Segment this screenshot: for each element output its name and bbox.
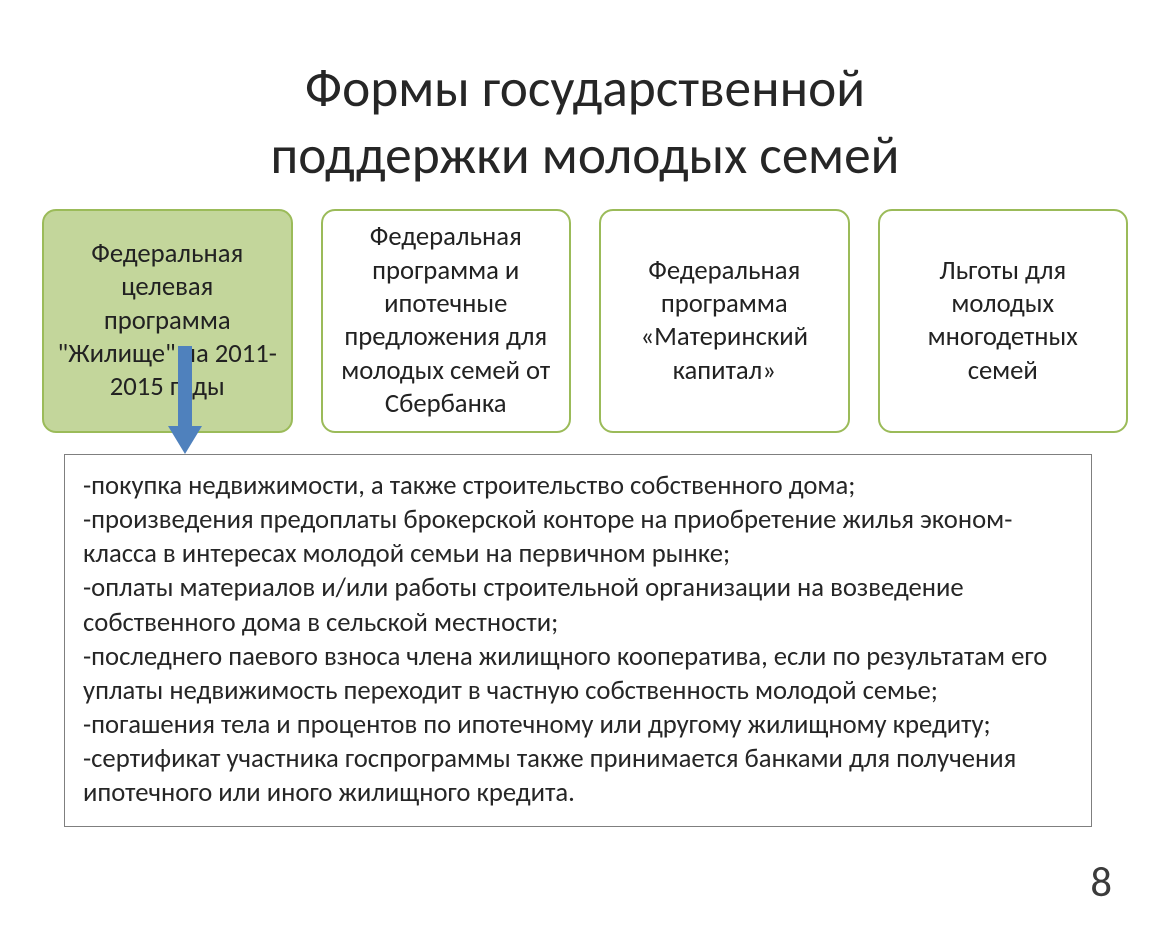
title-line-2: поддержки молодых семей — [0, 123, 1170, 190]
card-program-matkapital[interactable]: Федеральная программа «Материнский капит… — [599, 209, 850, 433]
card-program-lgoty[interactable]: Льготы для молодых многодетных семей — [878, 209, 1129, 433]
details-box: -покупка недвижимости, а также строитель… — [64, 454, 1092, 827]
page-title: Формы государственной поддержки молодых … — [0, 0, 1170, 189]
arrow-down-icon — [165, 346, 205, 463]
card-label: Федеральная программа «Материнский капит… — [613, 255, 836, 388]
card-program-sberbank[interactable]: Федеральная программа и ипотечные предло… — [321, 209, 572, 433]
details-item: -произведения предоплаты брокерской конт… — [83, 503, 1073, 571]
card-label: Федеральная программа и ипотечные предло… — [335, 221, 558, 421]
details-item: -сертификат участника госпрограммы также… — [83, 742, 1073, 810]
details-item: -покупка недвижимости, а также строитель… — [83, 469, 1073, 503]
details-item: -последнего паевого взноса члена жилищно… — [83, 640, 1073, 708]
page-number: 8 — [1090, 856, 1112, 908]
details-item: -оплаты материалов и/или работы строител… — [83, 571, 1073, 639]
card-label: Льготы для молодых многодетных семей — [892, 255, 1115, 388]
details-item: -погашения тела и процентов по ипотечном… — [83, 708, 1073, 742]
title-line-1: Формы государственной — [0, 56, 1170, 123]
